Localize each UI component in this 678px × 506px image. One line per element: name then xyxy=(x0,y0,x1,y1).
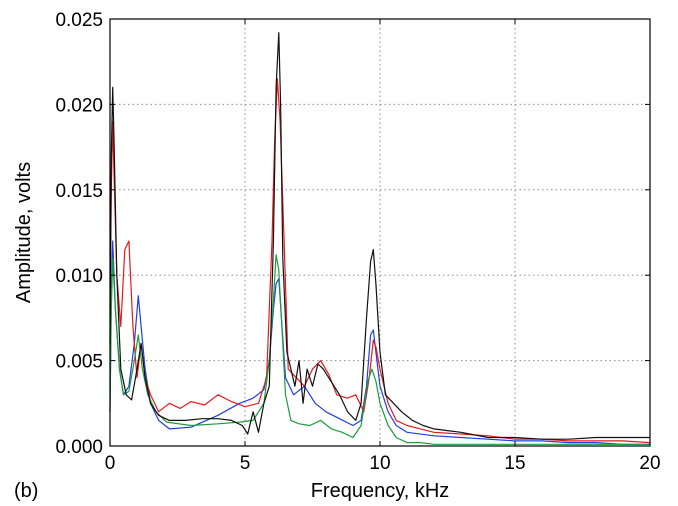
x-tick-label: 20 xyxy=(639,453,660,474)
y-tick-label: 0.005 xyxy=(55,352,103,373)
y-tick-label: 0.025 xyxy=(55,10,103,31)
x-tick-label: 15 xyxy=(504,453,525,474)
x-axis-title: Frequency, kHz xyxy=(311,480,450,502)
y-tick-label: 0.015 xyxy=(55,181,103,202)
series-line-2 xyxy=(109,78,651,444)
x-tick-label: 10 xyxy=(369,453,390,474)
axis-ticks: 0 5 10 15 20 0.000 0.005 0.010 0.015 0.020 0.025 xyxy=(55,10,660,474)
grid xyxy=(110,19,650,446)
x-tick-label: 0 xyxy=(105,453,116,474)
series-line-1 xyxy=(109,240,650,445)
series-layer xyxy=(109,32,651,445)
y-tick-label: 0.000 xyxy=(55,437,103,458)
y-tick-label: 0.020 xyxy=(55,95,103,116)
series-line-3 xyxy=(109,254,650,445)
y-tick-label: 0.010 xyxy=(55,266,103,287)
y-axis-title: Amplitude, volts xyxy=(13,162,35,303)
panel-label: (b) xyxy=(14,480,38,502)
series-line-4 xyxy=(109,32,650,440)
x-tick-label: 5 xyxy=(240,453,251,474)
